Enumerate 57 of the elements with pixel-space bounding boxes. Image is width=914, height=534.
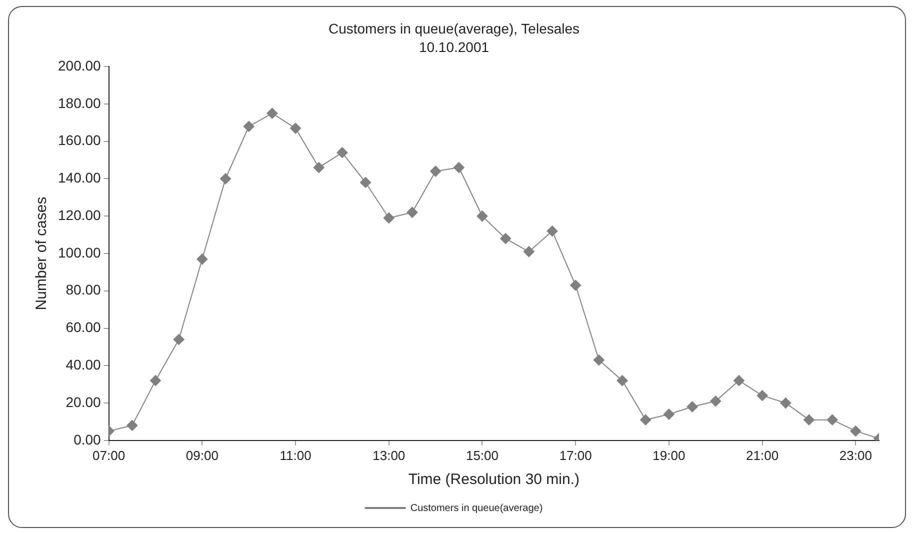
x-tick-label: 07:00 (92, 448, 126, 463)
y-tick-label: 140.00 (58, 170, 102, 186)
point (546, 226, 558, 237)
point (570, 280, 582, 291)
x-axis-title: Time (Resolution 30 min.) (408, 471, 580, 488)
point (336, 147, 348, 158)
point (476, 210, 488, 222)
point (523, 246, 534, 258)
point (850, 426, 862, 437)
point (290, 122, 302, 134)
point (710, 396, 722, 407)
point (360, 176, 372, 188)
y-tick-label: 180.00 (58, 94, 102, 111)
point (453, 162, 464, 174)
y-tick-label: 160.00 (58, 132, 102, 148)
point (663, 408, 674, 420)
point (500, 233, 512, 244)
y-tick-label: 80.00 (66, 282, 102, 298)
x-tick-label: 17:00 (559, 448, 592, 463)
x-tick-label: 21:00 (746, 448, 779, 463)
chart-subtitle: 10.10.2001 (418, 39, 490, 56)
x-tick-label: 09:00 (186, 448, 218, 463)
y-tick-label: 60.00 (66, 319, 102, 336)
y-tick-label: 100.00 (58, 244, 102, 260)
point (803, 414, 814, 426)
point (220, 173, 232, 184)
y-tick-label: 120.00 (58, 206, 102, 223)
legend-label: Customers in queue(average) (410, 502, 543, 514)
point (313, 162, 324, 174)
point (126, 420, 138, 431)
x-tick-label: 11:00 (280, 448, 312, 463)
point (733, 375, 744, 386)
point (266, 108, 278, 119)
point (406, 206, 418, 218)
y-tick-label: 40.00 (66, 356, 102, 372)
y-tick-label: 20.00 (66, 394, 102, 410)
point (243, 120, 254, 132)
x-tick-label: 23:00 (839, 448, 872, 463)
point (383, 212, 394, 224)
point (430, 166, 442, 177)
y-tick-label: 200.00 (58, 57, 102, 74)
point (616, 375, 628, 386)
point (173, 334, 184, 345)
y-axis-title: Number of cases (33, 196, 50, 310)
x-tick-label: 13:00 (372, 448, 406, 463)
x-tick-label: 19:00 (652, 448, 686, 463)
point (686, 401, 698, 412)
y-tick-label: 0.00 (74, 431, 102, 448)
point (780, 398, 792, 409)
chart-title: Customers in queue(average), Telesales (328, 20, 580, 36)
point (593, 354, 604, 366)
point (756, 390, 768, 402)
point (150, 375, 161, 386)
point (196, 254, 208, 265)
point (826, 414, 838, 426)
x-tick-label: 15:00 (466, 448, 499, 463)
point (640, 414, 652, 426)
